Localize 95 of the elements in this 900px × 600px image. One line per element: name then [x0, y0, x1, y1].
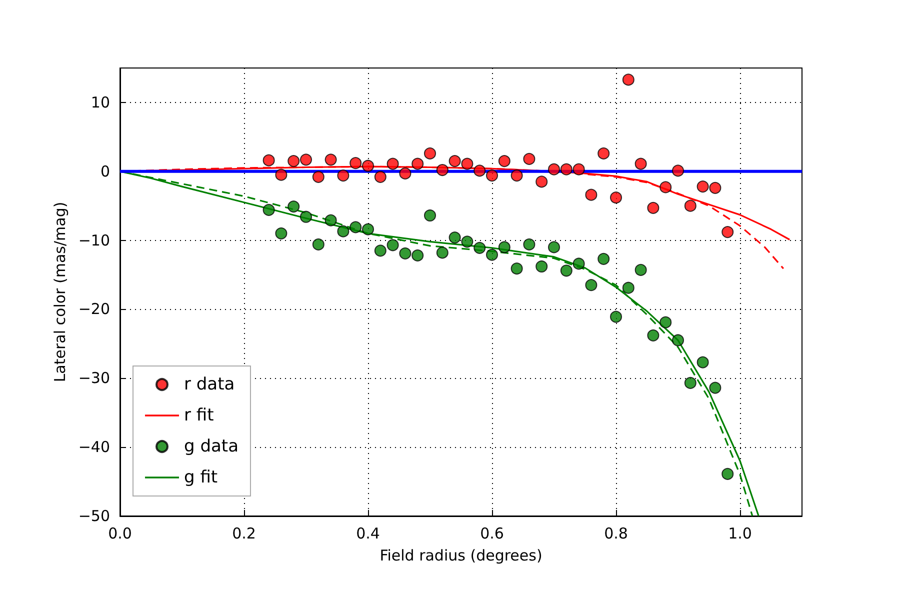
- x-tick-label: 0.6: [480, 524, 504, 542]
- point: [474, 242, 486, 254]
- point: [337, 225, 350, 238]
- point: [572, 258, 585, 270]
- point: [362, 223, 374, 236]
- point: [350, 157, 362, 170]
- point: [412, 158, 424, 170]
- point: [312, 238, 324, 250]
- legend-label: g fit: [184, 468, 218, 488]
- point: [722, 226, 734, 238]
- point: [386, 239, 399, 252]
- point: [523, 238, 536, 250]
- point: [510, 170, 523, 182]
- point: [300, 210, 312, 223]
- y-tick-label: −20: [78, 300, 110, 318]
- y-tick-label: −50: [78, 507, 110, 525]
- point: [275, 168, 288, 181]
- point: [585, 279, 598, 292]
- point: [722, 468, 734, 480]
- point: [598, 252, 610, 265]
- point: [660, 181, 672, 194]
- point: [300, 154, 312, 166]
- x-tick-label: 0.4: [356, 524, 380, 542]
- point: [436, 164, 448, 176]
- point: [548, 241, 560, 254]
- y-tick-label: −10: [78, 231, 110, 250]
- x-axis-title: Field radius (degrees): [380, 546, 542, 564]
- point: [660, 316, 672, 328]
- x-tick-label: 0.0: [108, 524, 132, 542]
- point: [647, 202, 660, 214]
- point: [672, 334, 684, 346]
- legend-label: r fit: [184, 406, 214, 426]
- point: [275, 227, 288, 240]
- point: [572, 163, 585, 176]
- y-tick-label: 0: [100, 162, 110, 180]
- point: [560, 264, 572, 277]
- point: [684, 376, 696, 389]
- x-tick-label: 1.0: [728, 524, 752, 542]
- point: [709, 382, 722, 394]
- point: [548, 163, 560, 176]
- point: [672, 164, 684, 177]
- point: [610, 310, 622, 323]
- point: [709, 182, 722, 194]
- point: [324, 154, 337, 166]
- point: [622, 74, 634, 86]
- point: [486, 170, 498, 182]
- x-tick-label: 0.2: [232, 524, 256, 542]
- point: [386, 158, 399, 170]
- point: [412, 249, 424, 262]
- point: [461, 236, 474, 248]
- legend-label: r data: [184, 374, 235, 394]
- point: [324, 214, 337, 226]
- point: [288, 155, 300, 168]
- point: [523, 152, 536, 165]
- point: [448, 232, 461, 244]
- y-tick-label: −40: [78, 438, 110, 456]
- point: [598, 147, 610, 160]
- point: [399, 247, 412, 260]
- point: [536, 260, 548, 272]
- point: [510, 262, 523, 275]
- point: [350, 221, 362, 234]
- y-tick-label: −30: [78, 369, 110, 388]
- point: [634, 158, 647, 170]
- point: [696, 356, 709, 368]
- point: [684, 200, 696, 212]
- x-tick-label: 0.8: [604, 524, 628, 542]
- point: [461, 158, 474, 170]
- point: [374, 170, 386, 183]
- point: [448, 155, 461, 168]
- point: [610, 192, 622, 204]
- point: [262, 154, 275, 166]
- point: [424, 210, 436, 222]
- point: [560, 163, 572, 176]
- point: [337, 170, 350, 182]
- point: [536, 176, 548, 188]
- point: [647, 329, 660, 342]
- point: [312, 170, 324, 183]
- point: [424, 147, 436, 160]
- point: [696, 180, 709, 193]
- point: [474, 164, 486, 177]
- y-tick-label: 10: [90, 93, 110, 112]
- point: [622, 282, 634, 294]
- point: [436, 246, 448, 259]
- point: [288, 200, 300, 213]
- point: [262, 204, 275, 216]
- point: [498, 155, 510, 168]
- point: [585, 188, 598, 201]
- point: [634, 264, 647, 276]
- point: [399, 167, 412, 180]
- point: [374, 244, 386, 257]
- y-axis-title: Lateral color (mas/mag): [50, 202, 69, 382]
- point: [486, 248, 498, 261]
- point: [498, 241, 510, 254]
- point: [362, 160, 374, 172]
- legend-label: g data: [184, 436, 238, 456]
